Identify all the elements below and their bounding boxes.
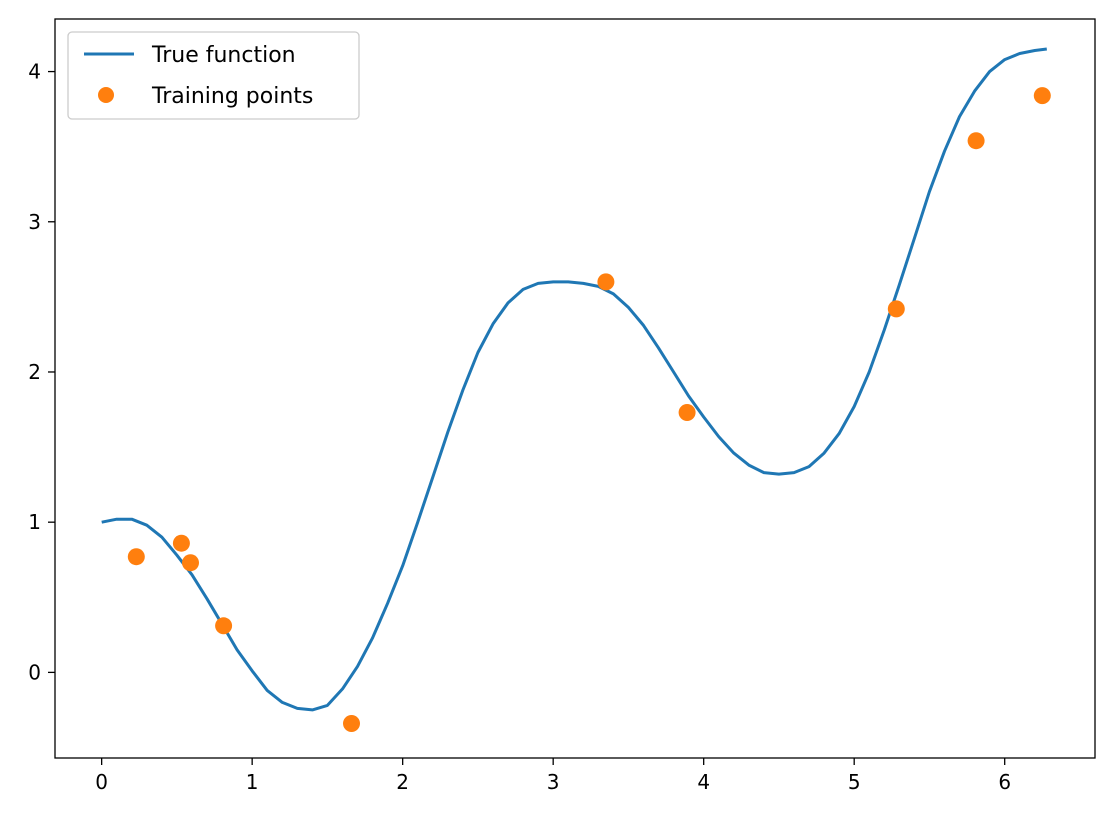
y-tick-label: 4 [28,60,41,84]
axes-frame [54,18,1096,759]
x-tick-label: 2 [396,770,409,794]
y-axis: 0 1 2 3 4 [28,60,55,684]
training-point [1033,87,1051,105]
x-tick-label: 3 [547,770,560,794]
x-tick-label: 6 [998,770,1011,794]
training-point [597,273,615,291]
series-line-true-function [101,47,1047,712]
legend: True function Training points [67,31,360,120]
training-point [678,404,696,421]
y-tick-label: 3 [28,210,41,234]
training-point [343,715,360,732]
training-point [215,617,233,635]
training-point [172,534,190,552]
training-point [887,300,905,318]
legend-swatch-training-points [98,87,114,103]
y-tick-label: 1 [28,510,41,534]
legend-label-true-function: True function [151,43,296,68]
legend-label-training-points: Training points [151,84,313,109]
x-tick-label: 4 [697,770,710,794]
x-axis: 0 1 2 3 4 5 6 [95,758,1011,794]
training-point [182,554,199,572]
x-tick-label: 0 [95,770,108,794]
x-tick-label: 5 [848,770,861,794]
plot-area: 0 1 2 3 4 5 6 0 1 2 3 4 [28,18,1096,794]
training-point [967,132,985,150]
y-tick-label: 2 [28,360,41,384]
x-tick-label: 1 [246,770,259,794]
legend-box [67,31,360,120]
training-point [127,548,145,566]
y-tick-label: 0 [28,660,41,684]
series-layer [101,47,1051,732]
